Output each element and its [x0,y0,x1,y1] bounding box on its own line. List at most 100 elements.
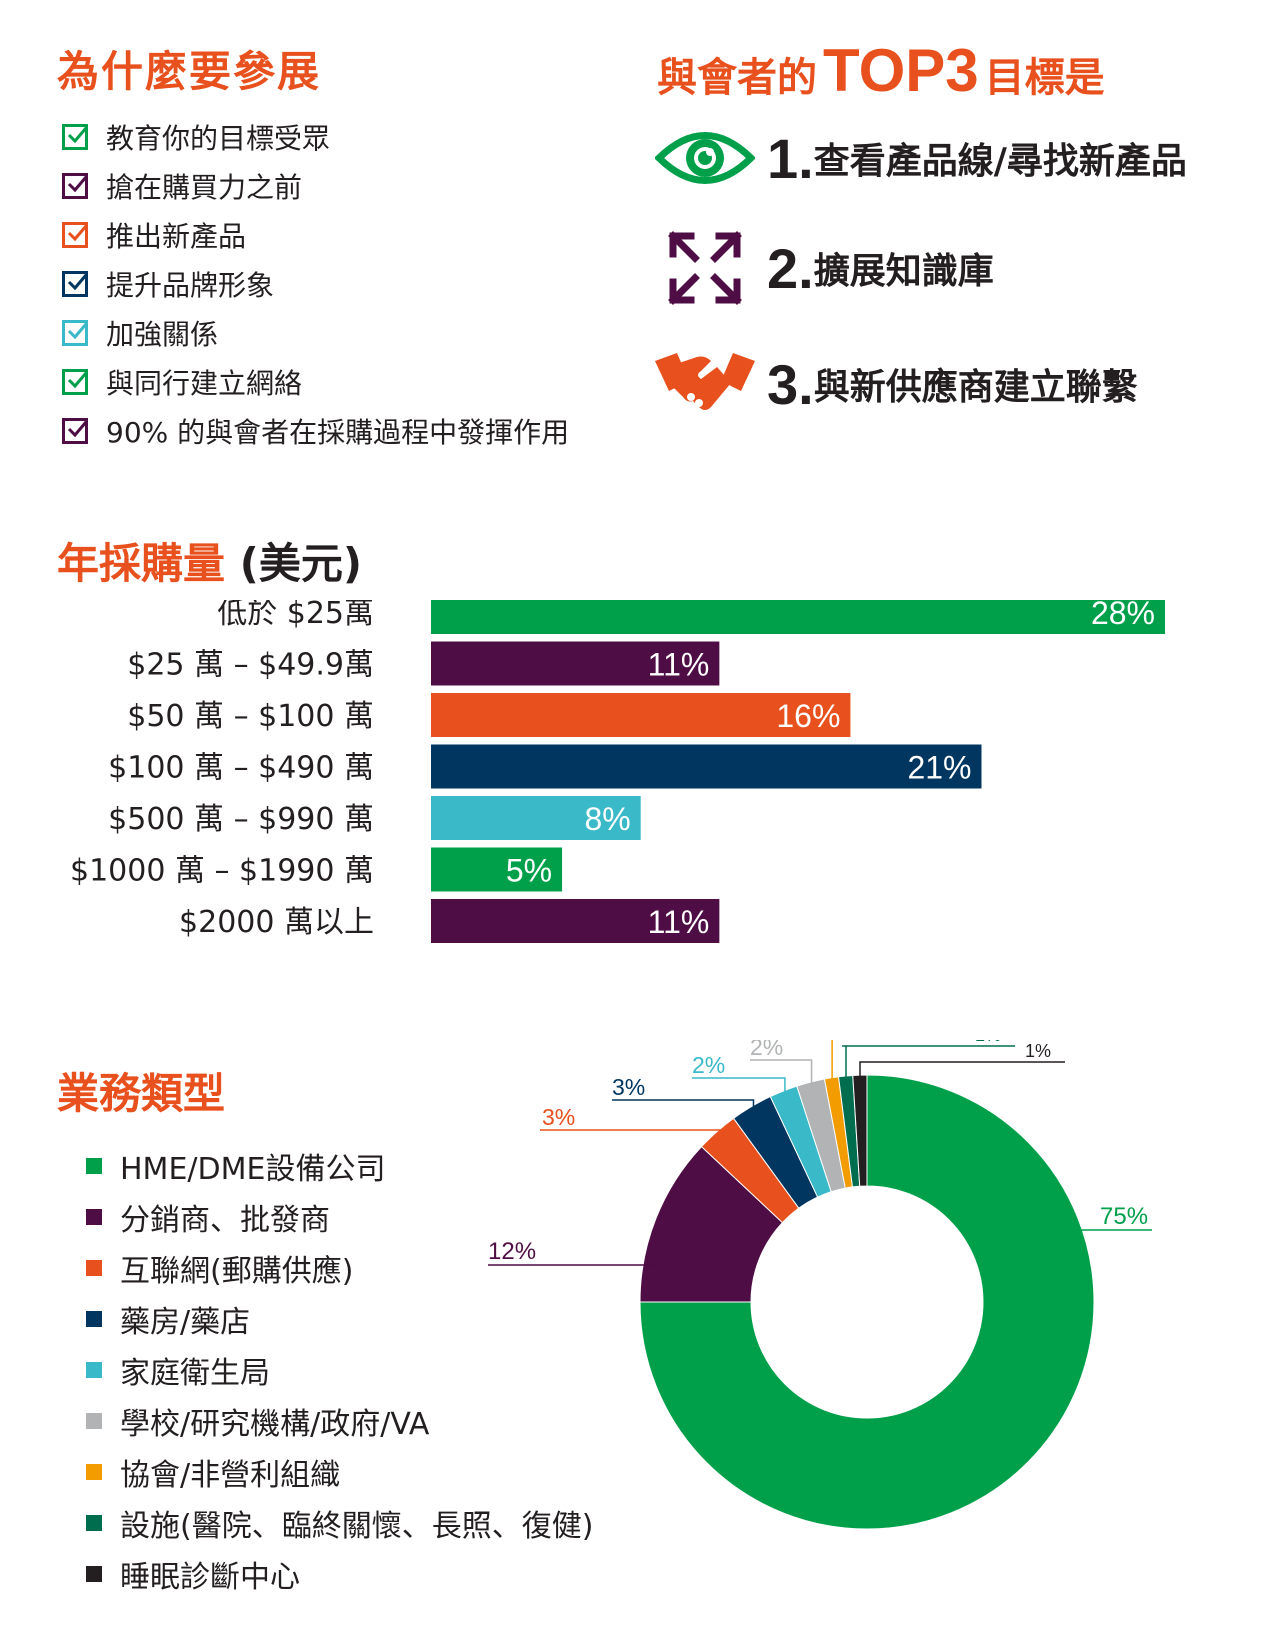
checkbox-icon [62,417,88,444]
why-item: 搶在購買力之前 [62,161,569,210]
why-item-label: 90% 的與會者在採購過程中發揮作用 [106,415,570,449]
why-item-label: 與同行建立網絡 [106,366,303,400]
bar [431,600,1165,634]
slice-value-label: 2% [750,1040,783,1060]
business-type-donut-chart: 75%12%3%3%2%2%1%1%1% [488,1040,1152,1530]
legend-label: 藥房/藥店 [120,1304,251,1340]
legend-swatch [86,1514,102,1531]
why-item: 加強關係 [62,308,569,357]
goal-3: 3. 與新供應商建立聯繫 [655,344,1138,424]
legend-label: 協會/非營利組織 [120,1457,341,1493]
goal-1-number: 1. [767,126,814,190]
bar [431,847,563,892]
legend-label: 家庭衛生局 [120,1355,270,1391]
legend-item: 設施(醫院、臨終關懷、長照、復健) [86,1497,593,1548]
legend-label: HME/DME設備公司 [120,1151,386,1187]
legend-item: 藥房/藥店 [86,1293,593,1344]
bar-value-label: 16% [776,698,840,734]
top3-title-big: TOP3 [823,37,979,104]
donut-slice [639,1074,1095,1530]
legend-swatch [86,1361,102,1378]
bar-category-label: $1000 萬 – $1990 萬 [70,854,374,889]
bar-value-label: 11% [648,647,710,683]
legend-item: HME/DME設備公司 [86,1140,593,1191]
handshake-icon [655,344,755,424]
top3-title: 與會者的 TOP3 目標是 [657,36,1105,105]
bar-category-label: $25 萬 – $49.9萬 [127,648,374,683]
why-item: 教育你的目標受眾 [62,112,569,161]
why-exhibit-list: 教育你的目標受眾 搶在購買力之前 推出新產品提升品牌形象 加強關係與同行建立網絡 90%… [62,112,569,455]
checkbox-icon [62,270,88,297]
legend-label: 分銷商、批發商 [120,1202,330,1238]
top3-title-post: 目標是 [984,55,1105,101]
purchase-volume-bar-chart: 低於 $25萬 28% $25 萬 – $49.9萬 11% $50 萬 – $100 … [70,600,1165,943]
business-type-title: 業務類型 [57,1069,226,1118]
why-item: 提升品牌形象 [62,259,569,308]
bar [431,693,851,737]
legend-item: 家庭衛生局 [86,1344,593,1395]
legend-label: 互聯網(郵購供應) [120,1253,354,1289]
goal-1: 1. 查看產品線/尋找新產品 [655,118,1187,198]
checkbox-icon [62,221,88,248]
bar-category-label: $50 萬 – $100 萬 [127,699,374,734]
purchase-volume-title-unit: (美元) [239,539,363,588]
bar [431,899,720,943]
slice-value-label: 3% [612,1074,645,1100]
bar [431,641,720,686]
legend-item: 睡眠診斷中心 [86,1548,593,1599]
checkbox-icon [62,123,88,150]
eye-icon [655,118,755,198]
why-item-label: 推出新產品 [106,219,247,253]
bar-value-label: 28% [1091,600,1155,631]
checkbox-icon [62,172,88,199]
legend-swatch [86,1310,102,1327]
bar-category-label: $500 萬 – $990 萬 [108,802,374,837]
purchase-volume-title: 年採購量 (美元) [57,530,362,591]
legend-item: 互聯網(郵購供應) [86,1242,593,1293]
legend-label: 學校/研究機構/政府/VA [120,1406,430,1442]
slice-value-label: 75% [1100,1203,1148,1230]
bar [431,796,641,840]
legend-item: 分銷商、批發商 [86,1191,593,1242]
bar [431,744,982,789]
slice-value-label: 3% [542,1104,575,1130]
bar-value-label: 21% [907,750,971,786]
why-item-label: 提升品牌形象 [106,268,275,302]
legend-swatch [86,1412,102,1429]
why-item: 與同行建立網絡 [62,357,569,406]
callout-line [612,1099,755,1111]
bar-category-label: $100 萬 – $490 萬 [108,751,374,786]
donut-slice [852,1074,868,1187]
bar-value-label: 11% [648,904,710,940]
bar-category-label: $2000 萬以上 [179,905,374,940]
goal-2: 2. 擴展知識庫 [655,228,994,308]
slice-value-label: 1% [1025,1041,1051,1061]
legend-swatch [86,1208,102,1225]
goal-3-text: 與新供應商建立聯繫 [813,367,1138,408]
why-item-label: 教育你的目標受眾 [106,121,331,155]
why-item-label: 加強關係 [106,317,219,351]
checkbox-icon [62,319,88,346]
goal-3-number: 3. [767,352,814,416]
business-type-legend: HME/DME設備公司 分銷商、批發商 互聯網(郵購供應) 藥房/藥店家庭衛生局學校/… [86,1140,593,1599]
legend-label: 設施(醫院、臨終關懷、長照、復健) [120,1508,594,1544]
expand-arrows-icon [655,228,755,308]
goal-2-number: 2. [767,236,814,300]
checkbox-icon [62,368,88,395]
callout-line [831,1040,833,1082]
callout-line [842,1045,847,1080]
bar-value-label: 5% [506,853,552,889]
why-item: 推出新產品 [62,210,569,259]
callout-line [540,1129,721,1135]
slice-value-label: 12% [488,1238,536,1265]
top3-title-pre: 與會者的 [657,55,817,101]
bar-category-label: 低於 $25萬 [217,600,374,631]
purchase-volume-title-main: 年採購量 [57,539,226,588]
bar-value-label: 8% [584,801,630,837]
why-item-label: 搶在購買力之前 [106,170,303,204]
legend-swatch [86,1565,102,1582]
why-item: 90% 的與會者在採購過程中發揮作用 [62,406,569,455]
callout-line [750,1059,813,1087]
goal-1-text: 查看產品線/尋找新產品 [813,141,1187,182]
why-exhibit-title: 為什麼要參展 [57,47,322,96]
